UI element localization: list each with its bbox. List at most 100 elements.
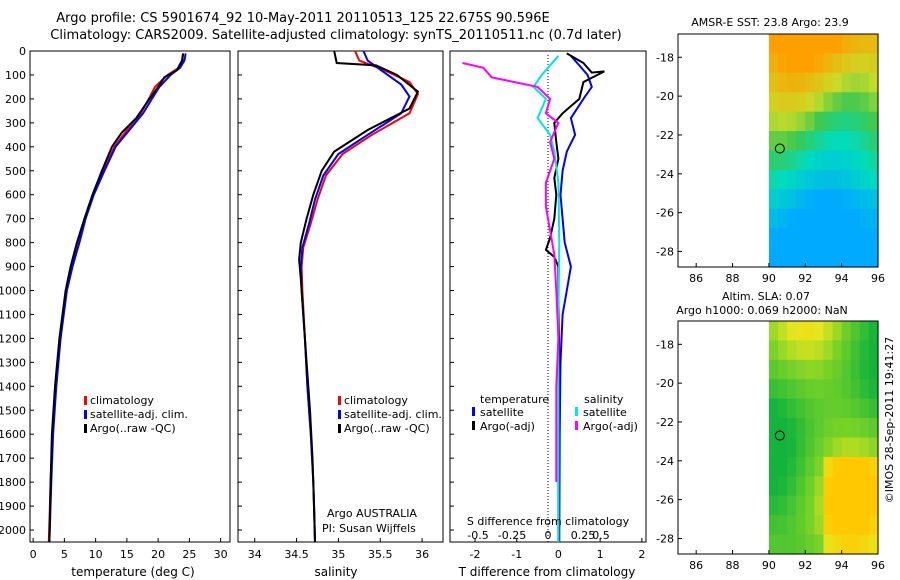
y-tick-label: 1900	[0, 500, 26, 513]
heatmap-cell	[805, 495, 815, 516]
heatmap-cell	[814, 53, 825, 74]
heatmap-cell	[859, 456, 870, 477]
x-tick-label: 5	[61, 548, 68, 561]
heatmap-cell	[796, 340, 806, 361]
heatmap-cell	[841, 92, 852, 113]
heatmap-cell	[832, 34, 843, 55]
heatmap-cell	[778, 398, 788, 419]
heatmap-cell	[868, 456, 879, 477]
heatmap-cell	[768, 247, 779, 268]
heatmap-cell	[778, 437, 788, 458]
heatmap-cell	[850, 189, 861, 210]
salinity-plot-frame	[237, 50, 444, 543]
heatmap-cell	[787, 111, 797, 132]
heatmap-cell	[778, 476, 788, 497]
heatmap-cell	[814, 379, 825, 400]
x-tick-label: 1	[597, 548, 604, 561]
heatmap-cell	[823, 321, 834, 342]
heatmap-cell	[814, 228, 825, 249]
heatmap-cell	[859, 321, 870, 342]
s-tick-label: 0.5	[592, 529, 610, 542]
heatmap-cell	[768, 208, 779, 229]
map-border	[677, 320, 879, 555]
heatmap-cell	[868, 515, 879, 536]
heatmap-cell	[814, 169, 825, 190]
s-tick-label: -0.5	[467, 529, 488, 542]
x-tick-label: 86	[689, 559, 703, 572]
heatmap-cell	[805, 437, 815, 458]
heatmap-cell	[787, 131, 797, 152]
legend-swatch-climatology	[338, 396, 341, 405]
difference-series	[462, 52, 605, 543]
heatmap-cell	[850, 92, 861, 113]
heatmap-cell	[778, 534, 788, 555]
heatmap-cell	[868, 495, 879, 516]
heatmap-cell	[841, 131, 852, 152]
heatmap-cell	[850, 321, 861, 342]
heatmap-cell	[787, 169, 797, 190]
heatmap-cell	[823, 359, 834, 380]
y-tick-label: 1800	[0, 476, 26, 489]
heatmap-cell	[805, 247, 815, 268]
heatmap-cell	[859, 437, 870, 458]
salinity-x-label: salinity	[314, 565, 357, 579]
heatmap-cell	[832, 379, 843, 400]
heatmap-cell	[850, 34, 861, 55]
heatmap-cell	[832, 495, 843, 516]
heatmap-cell	[832, 418, 843, 439]
heatmap-cell	[787, 247, 797, 268]
heatmap-cell	[868, 247, 879, 268]
heatmap-cell	[787, 495, 797, 516]
x-tick-label: 10	[89, 548, 103, 561]
heatmap-cell	[832, 359, 843, 380]
y-tick-label: -18	[656, 51, 674, 64]
y-tick-label: 300	[5, 117, 26, 130]
t-difference-label: T difference from climatology	[458, 565, 636, 579]
heatmap-cell	[841, 53, 852, 74]
heatmap-cell	[796, 131, 806, 152]
y-tick-label: 900	[5, 261, 26, 274]
heatmap-cell	[850, 515, 861, 536]
temperature-profile-chart: 0100200300400500600700800900100011001200…	[0, 45, 231, 579]
series-line	[48, 53, 185, 543]
heatmap-cell	[778, 359, 788, 380]
y-tick-label: 0	[19, 45, 26, 58]
heatmap-cell	[778, 379, 788, 400]
heatmap-cell	[768, 111, 779, 132]
heatmap-cell	[768, 169, 779, 190]
heatmap-cell	[868, 398, 879, 419]
legend-label: Argo(-adj)	[480, 420, 535, 433]
series-line	[462, 62, 560, 483]
heatmap-cell	[850, 456, 861, 477]
salinity-series	[298, 50, 420, 543]
heatmap-cell	[841, 228, 852, 249]
heatmap-cell	[814, 437, 825, 458]
y-tick-label: -18	[656, 338, 674, 351]
heatmap-cell	[796, 398, 806, 419]
heatmap-cell	[832, 321, 843, 342]
heatmap-cell	[859, 476, 870, 497]
x-tick-label: 88	[726, 272, 740, 285]
x-tick-label: 94	[835, 559, 849, 572]
temperature-plot-frame	[29, 50, 231, 543]
heatmap-cell	[796, 53, 806, 74]
heatmap-cell	[796, 111, 806, 132]
heatmap-cell	[787, 150, 797, 171]
heatmap-cell	[841, 169, 852, 190]
heatmap-cell	[823, 92, 834, 113]
heatmap-cell	[787, 398, 797, 419]
heatmap-cell	[859, 534, 870, 555]
heatmap-cell	[859, 359, 870, 380]
heatmap-cell	[832, 131, 843, 152]
heatmap-cell	[768, 228, 779, 249]
heatmap-cell	[778, 208, 788, 229]
y-tick-label: -28	[656, 245, 674, 258]
temperature-legend: climatology satellite-adj. clim. Argo(..…	[84, 394, 188, 435]
heatmap-cell	[814, 189, 825, 210]
x-tick-label: 86	[689, 272, 703, 285]
heatmap-cell	[814, 534, 825, 555]
s-tick-label: -0.25	[498, 529, 526, 542]
heatmap-cell	[859, 111, 870, 132]
x-tick-label: 92	[798, 272, 812, 285]
heatmap-cell	[832, 228, 843, 249]
